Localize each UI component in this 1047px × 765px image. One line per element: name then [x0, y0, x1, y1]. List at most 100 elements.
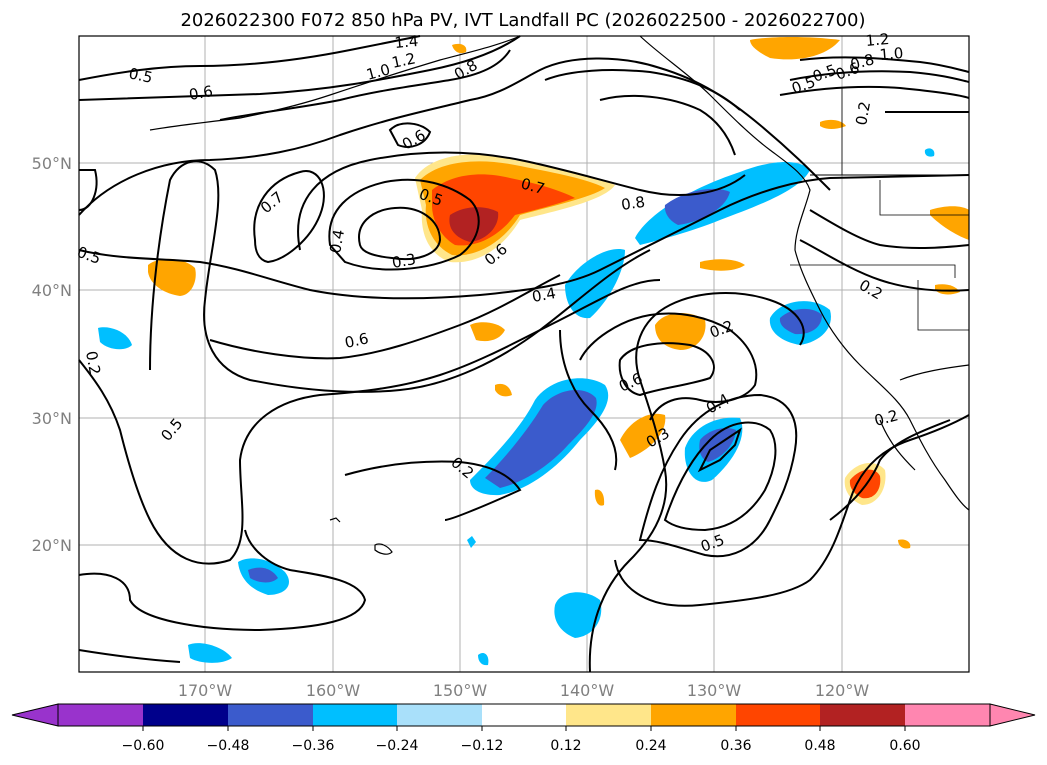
pv-contour	[663, 421, 777, 532]
colorbar-tick-label: −0.24	[376, 738, 419, 754]
lon-label: 140°W	[560, 681, 615, 700]
colorbar-outline	[57, 703, 991, 727]
contour-label: 0.4	[326, 228, 348, 255]
coastline	[790, 264, 956, 278]
colorbar-segment	[397, 704, 482, 726]
shaded-field	[98, 37, 969, 666]
negative-anomaly-patch	[467, 536, 476, 548]
negative-anomaly-patch	[664, 188, 730, 225]
contour-label: 0.2	[852, 100, 874, 127]
colorbar-tick-label: 0.60	[889, 738, 920, 754]
contour-label: 0.5	[127, 64, 154, 87]
colorbar-tick-label: 0.12	[550, 738, 581, 754]
colorbar-segment	[58, 704, 143, 726]
pv-contour	[388, 122, 432, 148]
pv-contour	[78, 35, 421, 81]
positive-anomaly-patch	[594, 489, 605, 506]
positive-anomaly-patch	[148, 258, 196, 296]
lat-label: 40°N	[32, 281, 72, 300]
pv-contour	[599, 94, 736, 156]
contour-label: 0.4	[531, 284, 558, 306]
pv-contour	[78, 529, 367, 632]
colorbar-tick-label: 0.36	[720, 738, 751, 754]
latitude-labels: 50°N 40°N 30°N 20°N	[32, 154, 72, 555]
contour-label: 0.2	[82, 350, 104, 377]
negative-anomaly-patch	[98, 327, 132, 350]
negative-anomaly-patch	[188, 643, 232, 663]
pv-contour	[799, 56, 970, 73]
negative-anomaly-patch	[554, 592, 602, 638]
lon-label: 160°W	[306, 681, 361, 700]
pv-contour	[789, 70, 970, 83]
pv-contour	[618, 342, 715, 397]
coastline	[879, 180, 969, 216]
positive-anomaly-patch	[820, 119, 846, 129]
pv-contour	[78, 35, 521, 101]
positive-anomaly-patch	[750, 37, 840, 60]
coastline	[917, 280, 969, 331]
colorbar-tick-label: −0.12	[461, 738, 504, 754]
coastline	[639, 35, 970, 511]
pv-contour	[209, 274, 561, 360]
positive-anomaly-patch	[700, 259, 745, 271]
positive-anomaly-patch	[452, 43, 467, 54]
coastlines	[149, 35, 970, 555]
pv-contour	[78, 169, 98, 211]
negative-anomaly-patch	[248, 567, 278, 583]
contour-label: 0.8	[848, 50, 876, 74]
colorbar-segment	[651, 704, 736, 726]
colorbar-extend-low	[11, 703, 59, 727]
colorbar-segment	[228, 704, 313, 726]
colorbar-segment	[566, 704, 651, 726]
colorbar-tick-label: 0.48	[804, 738, 835, 754]
contour-label: 0.8	[620, 193, 646, 214]
pv-contour	[799, 239, 970, 292]
colorbar-segment	[820, 704, 905, 726]
map-background	[79, 36, 969, 672]
lat-label: 20°N	[32, 536, 72, 555]
pv-contour	[588, 292, 805, 673]
contour-label: 1.2	[390, 49, 417, 72]
lon-label: 170°W	[178, 681, 233, 700]
positive-anomaly-patch	[849, 469, 881, 499]
lon-label: 120°W	[815, 681, 870, 700]
positive-anomaly-patch	[470, 322, 505, 342]
negative-anomaly-patch	[485, 389, 597, 488]
pv-contour	[614, 414, 970, 607]
lat-label: 30°N	[32, 409, 72, 428]
contour-label: 1.4	[394, 32, 419, 52]
pv-contour	[78, 279, 661, 565]
graticule	[79, 36, 969, 672]
lon-label: 130°W	[687, 681, 742, 700]
pv-contour	[78, 174, 970, 300]
contour-label: 0.6	[188, 82, 215, 104]
negative-anomaly-patch	[565, 249, 625, 319]
coastline	[329, 517, 341, 523]
pv-contours	[78, 35, 970, 673]
pv-contour	[638, 393, 798, 558]
colorbar-segment	[313, 704, 397, 726]
negative-anomaly-patch	[924, 148, 935, 157]
pv-contour	[78, 649, 181, 663]
pv-contour	[779, 85, 970, 99]
colorbar-tick-label: −0.60	[122, 738, 165, 754]
lat-label: 50°N	[32, 154, 72, 173]
pv-contour	[328, 178, 480, 271]
coastline	[374, 543, 393, 555]
contour-label: 0.7	[519, 174, 547, 198]
map-border	[78, 35, 970, 673]
colorbar-ticks	[142, 726, 906, 731]
contour-label: 1.0	[364, 60, 392, 84]
colorbar-segment	[482, 704, 566, 726]
pv-contour	[559, 329, 618, 471]
contour-label: 1.0	[879, 44, 904, 64]
pv-contour	[149, 160, 651, 393]
coastline	[899, 364, 970, 381]
lon-label: 150°W	[433, 681, 488, 700]
positive-anomaly-patch	[449, 207, 499, 242]
negative-anomaly-patch	[478, 653, 489, 666]
map-title: 2026022300 F072 850 hPa PV, IVT Landfall…	[180, 10, 865, 31]
coastline	[149, 35, 521, 131]
contour-label: 1.2	[865, 30, 890, 50]
